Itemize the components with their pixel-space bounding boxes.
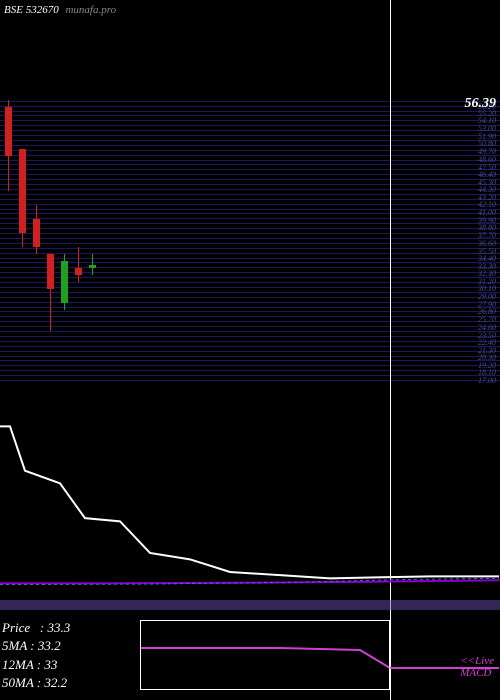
cursor-vline bbox=[390, 0, 391, 700]
exchange-label: BSE bbox=[4, 4, 23, 16]
macd-label: <<Live MACD bbox=[460, 655, 494, 679]
info-box: Price : 33.3 5MA : 33.2 12MA : 33 50MA :… bbox=[2, 619, 70, 692]
macd-panel bbox=[140, 620, 390, 690]
info-5ma: 5MA : 33.2 bbox=[2, 637, 70, 655]
last-price-label: 56.39 bbox=[465, 96, 497, 112]
watermark-label: munafa.pro bbox=[65, 4, 116, 16]
chart-header: BSE 532670 munafa.pro bbox=[4, 4, 116, 16]
macd-live-label: <<Live bbox=[460, 655, 494, 667]
info-price: Price : 33.3 bbox=[2, 619, 70, 637]
ticker-label: 532670 bbox=[26, 4, 59, 16]
macd-text-label: MACD bbox=[460, 667, 494, 679]
highlight-band bbox=[0, 600, 500, 610]
info-12ma: 12MA : 33 bbox=[2, 656, 70, 674]
info-50ma: 50MA : 32.2 bbox=[2, 674, 70, 692]
